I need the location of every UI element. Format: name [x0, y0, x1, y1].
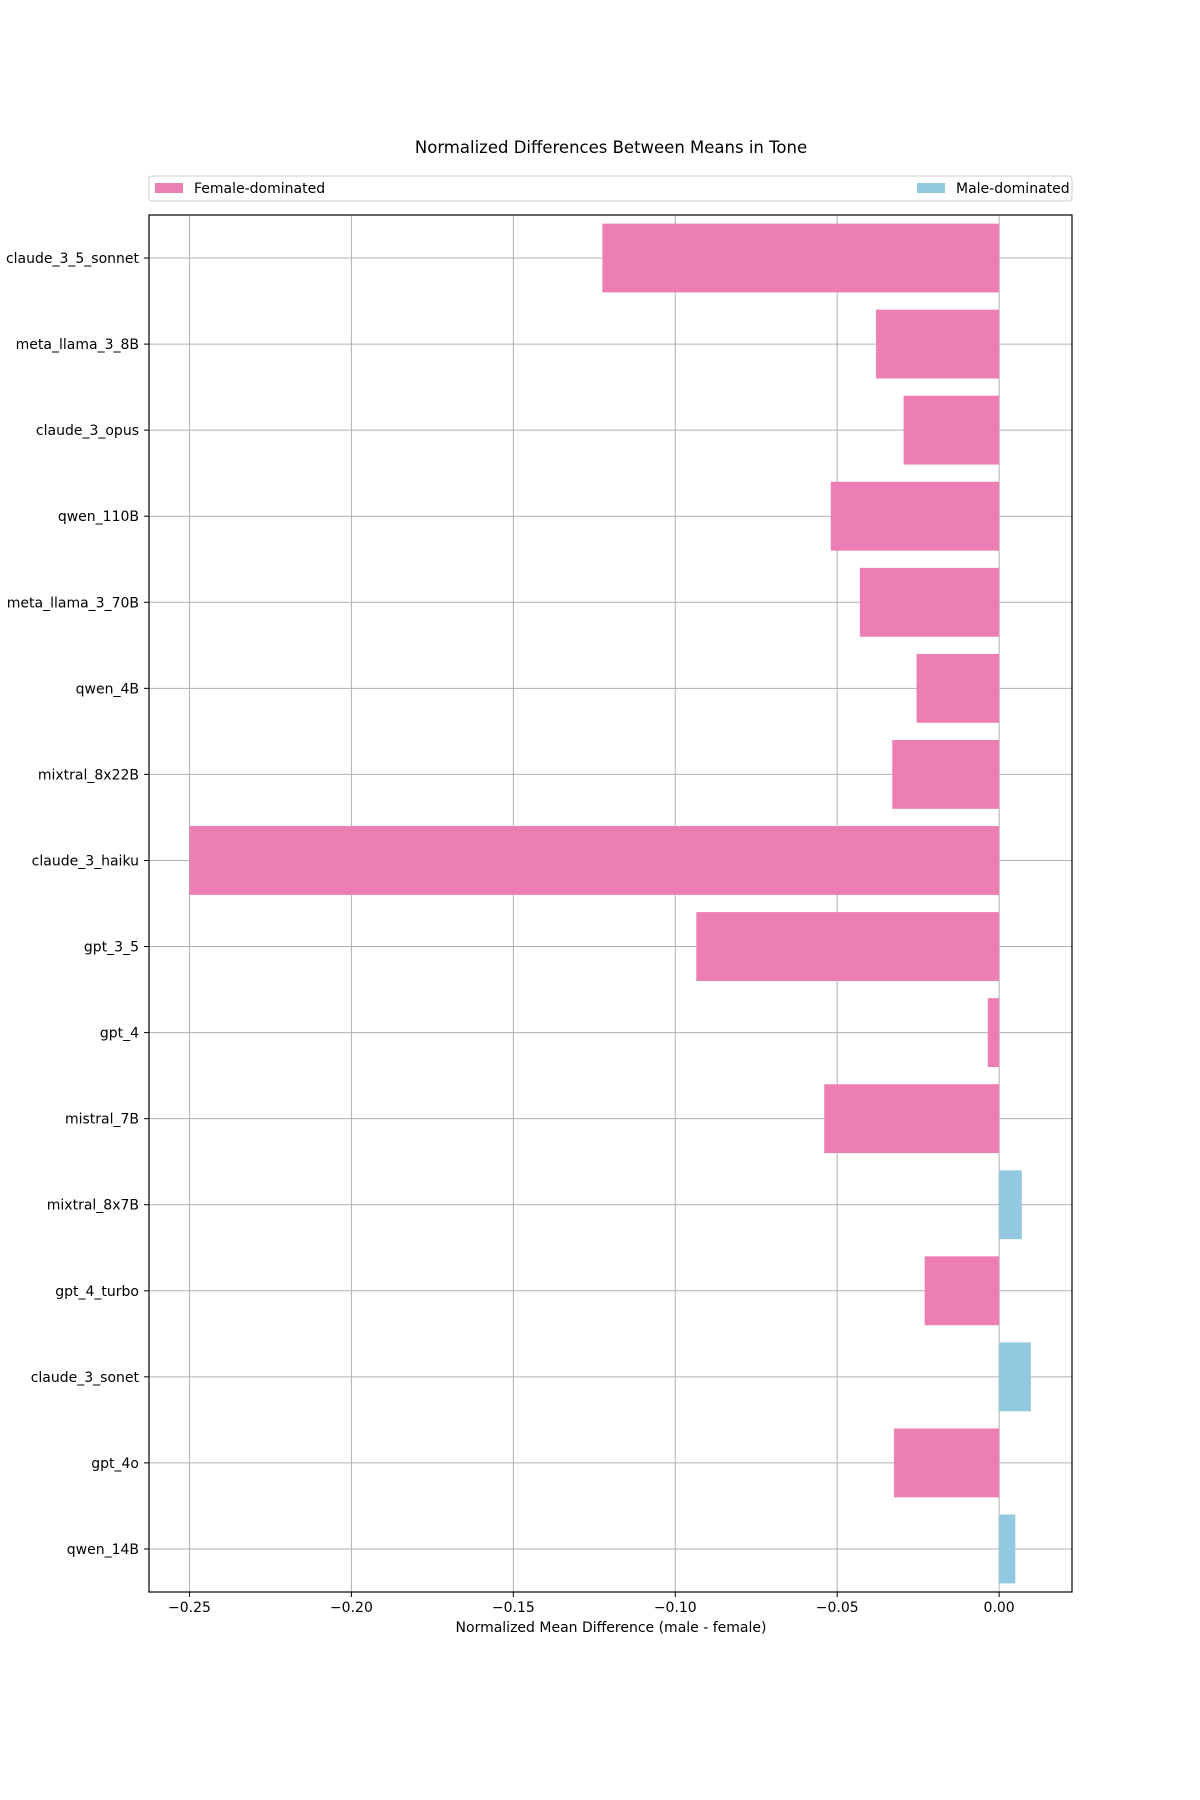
legend-swatch-female	[155, 183, 183, 193]
bar-gpt_4o	[893, 1428, 1000, 1498]
x-tick-label: 0.00	[984, 1600, 1015, 1616]
y-tick-label: qwen_4B	[76, 681, 139, 697]
bar-mixtral_8x7B	[999, 1170, 1022, 1240]
y-tick-label: meta_llama_3_8B	[16, 337, 139, 353]
y-tick-label: gpt_4o	[91, 1456, 139, 1472]
y-tick-label: mistral_7B	[65, 1112, 139, 1128]
legend-frame	[148, 175, 1073, 202]
y-tick-label: meta_llama_3_70B	[7, 595, 139, 611]
y-tick-label: qwen_14B	[67, 1542, 139, 1558]
bar-gpt_4	[987, 998, 1000, 1068]
bar-gpt_3_5	[696, 912, 1000, 981]
y-tick-label: claude_3_opus	[36, 423, 139, 439]
bar-qwen_110B	[830, 481, 1000, 551]
bars	[189, 223, 1031, 1584]
bar-mistral_7B	[824, 1084, 1000, 1154]
legend-swatch-male	[917, 183, 945, 193]
x-tick-label: −0.20	[330, 1600, 373, 1616]
legend-label-male: Male-dominated	[956, 181, 1070, 197]
bar-gpt_4_turbo	[924, 1256, 1000, 1326]
legend: Female-dominated Male-dominated	[148, 175, 1073, 202]
bar-claude_3_opus	[903, 395, 1000, 465]
y-tick-label: gpt_4	[100, 1026, 139, 1042]
bar-qwen_4B	[916, 653, 1000, 723]
y-tick-label: claude_3_5_sonnet	[6, 251, 140, 267]
bar-claude_3_5_sonnet	[602, 223, 1000, 293]
y-axis-ticks: claude_3_5_sonnet meta_llama_3_8B claude_3…	[6, 251, 149, 1558]
plot-frame	[148, 214, 1073, 1593]
chart-title: Normalized Differences Between Means in …	[415, 138, 807, 157]
y-tick-label: gpt_4_turbo	[55, 1284, 139, 1300]
legend-label-female: Female-dominated	[194, 181, 325, 197]
x-axis-ticks: −0.25 −0.20 −0.15 −0.10 −0.05 0.00	[168, 1592, 1015, 1616]
x-tick-label: −0.15	[492, 1600, 535, 1616]
bar-claude_3_sonet	[999, 1342, 1031, 1412]
bar-mixtral_8x22B	[892, 739, 1000, 809]
x-tick-label: −0.05	[816, 1600, 859, 1616]
y-tick-label: gpt_3_5	[84, 940, 139, 956]
y-tick-label: claude_3_sonet	[31, 1370, 140, 1386]
bar-qwen_14B	[999, 1514, 1016, 1584]
x-tick-label: −0.25	[168, 1600, 211, 1616]
x-tick-label: −0.10	[654, 1600, 697, 1616]
y-tick-label: claude_3_haiku	[32, 853, 139, 869]
bar-claude_3_haiku	[189, 826, 1000, 895]
y-tick-label: mixtral_8x7B	[47, 1198, 139, 1214]
y-tick-label: mixtral_8x22B	[38, 767, 139, 783]
bar-meta_llama_3_70B	[859, 567, 1000, 637]
x-axis-label: Normalized Mean Difference (male - femal…	[456, 1620, 767, 1636]
bar-meta_llama_3_8B	[876, 309, 1000, 379]
y-tick-label: qwen_110B	[58, 509, 139, 525]
